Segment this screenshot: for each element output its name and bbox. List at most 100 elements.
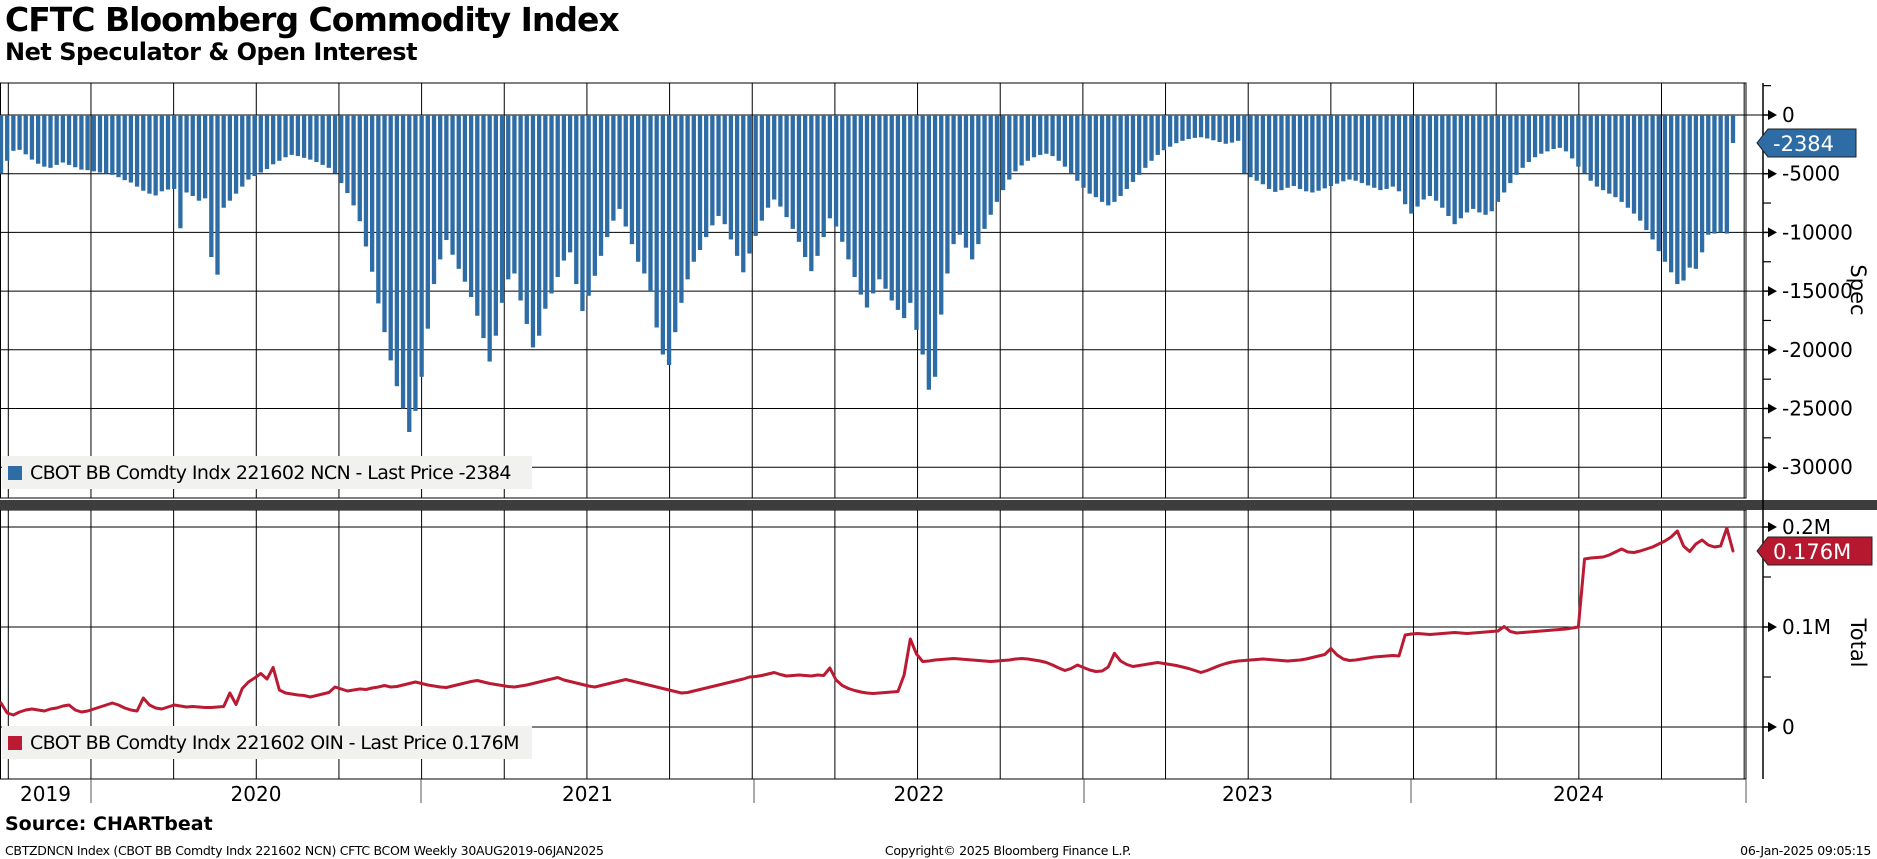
spec-bar: [1619, 115, 1624, 202]
spec-bar: [982, 115, 987, 229]
spec-bar: [1675, 115, 1680, 285]
spec-bar: [376, 115, 381, 304]
spec-bar: [1297, 115, 1303, 189]
year-label: 2020: [231, 782, 282, 806]
spec-bar: [468, 115, 474, 297]
spec-bar: [1706, 115, 1711, 235]
spec-bar: [852, 115, 857, 278]
spec-bar: [301, 115, 307, 158]
spec-bar: [1081, 115, 1086, 188]
spec-bar: [277, 115, 282, 161]
legend-total: CBOT BB Comdty Indx 221602 OIN - Last Pr…: [2, 726, 532, 759]
spec-bar: [5, 115, 10, 161]
spec-bar: [1310, 115, 1315, 193]
spec-bar: [858, 115, 863, 295]
spec-bar: [1384, 115, 1389, 189]
spec-bar: [1409, 115, 1414, 214]
spec-bar: [1656, 115, 1661, 252]
spec-bar: [1291, 115, 1296, 187]
footer-copyright: Copyright© 2025 Bloomberg Finance L.P.: [884, 843, 1132, 858]
spec-bar: [1489, 115, 1494, 212]
spec-bar: [1433, 115, 1439, 201]
spec-bar: [1266, 115, 1272, 189]
spec-bar: [1118, 115, 1123, 197]
spec-bar: [877, 115, 882, 280]
spec-bar: [339, 115, 344, 184]
spec-last-price-badge-label: -2384: [1773, 132, 1834, 156]
spec-bar: [1062, 115, 1068, 167]
spec-bar: [1359, 115, 1365, 184]
total-axis-tick-arrow: [1768, 522, 1777, 532]
spec-bar: [42, 115, 47, 167]
year-label: 2019: [20, 782, 71, 806]
spec-bar: [1582, 115, 1587, 174]
spec-bar: [1130, 115, 1136, 182]
spec-bar: [1149, 115, 1154, 161]
spec-bar: [697, 115, 703, 251]
spec-bar: [648, 115, 653, 292]
total-axis-tick-label: 0.1M: [1782, 615, 1831, 639]
spec-bar: [864, 115, 870, 308]
spec-bar: [1235, 115, 1241, 141]
spec-bar: [48, 115, 53, 168]
spec-bar: [734, 115, 740, 256]
spec-bar: [728, 115, 734, 240]
spec-bar: [1254, 115, 1259, 181]
spec-bar: [35, 115, 41, 164]
spec-bar: [679, 115, 684, 303]
spec-bar: [425, 115, 430, 329]
spec-bar: [444, 115, 449, 241]
spec-bar: [518, 115, 523, 301]
spec-bar: [883, 115, 888, 289]
spec-bar: [629, 115, 635, 245]
spec-bar: [1477, 115, 1482, 213]
spec-bar: [190, 115, 195, 197]
spec-bar: [871, 115, 876, 294]
spec-bar: [1093, 115, 1099, 198]
spec-bar: [369, 115, 375, 272]
spec-bar: [802, 115, 808, 258]
spec-bar: [172, 115, 177, 189]
spec-bar: [796, 115, 802, 242]
spec-bar: [1087, 115, 1092, 194]
spec-bar: [1273, 115, 1278, 192]
total-series-marker-icon: [8, 735, 22, 750]
spec-bar: [759, 115, 764, 221]
total-last-price-badge: [1756, 536, 1873, 566]
spec-bar: [1594, 115, 1600, 187]
spec-bar: [549, 115, 554, 294]
spec-bar: [351, 115, 356, 206]
spec-bar: [580, 115, 585, 312]
spec-bar: [1031, 115, 1037, 158]
spec-bar: [1099, 115, 1105, 202]
spec-bar: [128, 115, 134, 183]
spec-bar: [821, 115, 826, 238]
total-last-price-badge-label: 0.176M: [1773, 540, 1851, 564]
spec-bar: [493, 115, 499, 336]
spec-bar: [1347, 115, 1352, 180]
spec-bar: [295, 115, 301, 157]
spec-bar: [970, 115, 975, 260]
spec-bar: [326, 115, 331, 168]
spec-bar: [1668, 115, 1674, 273]
spec-bar: [524, 115, 529, 324]
legend-total-label: CBOT BB Comdty Indx 221602 OIN - Last Pr…: [30, 731, 520, 754]
spec-axis-tick-arrow: [1768, 110, 1777, 120]
spec-bar: [1068, 115, 1074, 174]
spec-bar: [1501, 115, 1507, 193]
spec-bar: [926, 115, 932, 390]
spec-bar: [716, 115, 721, 216]
legend-spec: CBOT BB Comdty Indx 221602 NCN - Last Pr…: [2, 456, 532, 489]
spec-bar: [976, 115, 981, 245]
spec-bar: [1471, 115, 1476, 209]
spec-bar: [1693, 115, 1699, 269]
spec-bar: [1328, 115, 1334, 187]
spec-bar: [23, 115, 28, 155]
spec-bar: [1000, 115, 1006, 191]
panel-separator: [0, 500, 1877, 510]
spec-bar: [660, 115, 666, 355]
spec-bar: [1198, 115, 1204, 138]
footer-datetime: 06-Jan-2025 09:05:15: [1740, 843, 1871, 858]
spec-bar: [741, 115, 746, 273]
spec-bar: [1316, 115, 1321, 191]
